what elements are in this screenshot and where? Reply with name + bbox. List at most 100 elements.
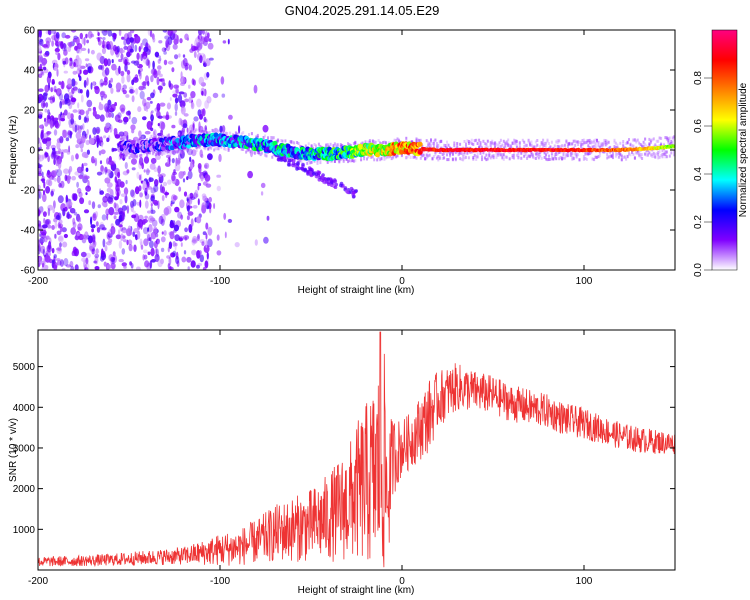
halo-cell — [277, 156, 280, 160]
noise-cell — [42, 44, 48, 48]
noise-cell — [60, 118, 65, 122]
noise-cell — [40, 205, 44, 214]
noise-cell — [63, 109, 68, 116]
noise-cell — [174, 206, 180, 213]
halo-cell — [367, 140, 370, 144]
noise-cell — [199, 114, 203, 120]
branch-cell — [282, 156, 287, 160]
halo-cell — [664, 155, 667, 159]
colorbar-frame — [711, 29, 738, 271]
halo-cell — [421, 154, 424, 158]
halo-cell — [269, 136, 272, 139]
halo-cell — [635, 151, 638, 155]
halo-cell — [527, 140, 530, 144]
noise-cell — [154, 253, 160, 263]
branch-cell — [333, 185, 338, 189]
halo-cell — [507, 143, 510, 147]
noise-cell — [38, 239, 41, 248]
noise-cell — [97, 204, 102, 209]
noise-cell — [194, 189, 199, 198]
noise-cell — [57, 160, 62, 170]
noise-cell — [63, 70, 68, 74]
halo-cell — [572, 139, 575, 143]
noise-cell — [38, 209, 41, 217]
noise-cell — [120, 212, 126, 220]
halo-cell — [325, 143, 328, 147]
halo-cell — [612, 156, 614, 160]
noise-cell — [38, 114, 43, 119]
halo-cell — [498, 153, 501, 157]
halo-cell — [555, 157, 558, 161]
halo-cell — [405, 156, 408, 160]
noise-cell — [142, 218, 148, 224]
noise-cell — [106, 137, 110, 143]
halo-cell — [470, 142, 473, 146]
halo-cell — [498, 144, 501, 148]
halo-cell — [499, 153, 502, 157]
halo-cell — [309, 161, 312, 165]
halo-cell — [485, 153, 488, 157]
colorbar-tick-label: 0.6 — [693, 119, 704, 133]
halo-cell — [507, 138, 510, 142]
spectrogram-y-axis-title: Frequency (Hz) — [8, 116, 19, 185]
y-tick-label: -40 — [21, 226, 36, 237]
noise-cell — [86, 89, 90, 98]
halo-cell — [616, 143, 619, 147]
y-tick-label: 5000 — [13, 362, 36, 373]
noise-cell — [110, 77, 113, 83]
noise-cell — [58, 219, 63, 225]
noise-cell — [53, 117, 59, 121]
colorbar-tick-label: 0.4 — [693, 167, 704, 181]
halo-cell — [467, 156, 470, 160]
noise-cell — [67, 46, 72, 52]
noise-cell — [50, 151, 56, 160]
noise-cell — [103, 30, 109, 33]
noise-cell — [91, 201, 96, 210]
halo-cell — [574, 143, 577, 147]
halo-cell — [162, 134, 165, 138]
halo-cell — [441, 153, 444, 157]
noise-cell — [142, 51, 148, 60]
halo-cell — [182, 149, 185, 153]
halo-cell — [540, 156, 543, 160]
noise-cell — [74, 124, 77, 133]
noise-cell — [59, 259, 64, 267]
noise-cell — [176, 157, 181, 165]
halo-cell — [425, 153, 428, 157]
halo-cell — [475, 158, 478, 161]
halo-cell — [160, 135, 163, 138]
noise-cell — [83, 175, 90, 180]
halo-cell — [651, 152, 654, 156]
noise-cell — [108, 110, 113, 115]
noise-cell — [38, 93, 44, 102]
halo-cell — [585, 139, 588, 143]
noise-cell — [202, 231, 207, 236]
noise-cell — [65, 264, 72, 268]
halo-cell — [658, 155, 661, 159]
halo-cell — [542, 142, 545, 146]
noise-cell — [127, 31, 132, 40]
halo-cell — [629, 153, 632, 157]
noise-cell — [160, 218, 165, 226]
halo-cell — [614, 151, 617, 155]
noise-cell — [58, 236, 64, 241]
noise-cell — [43, 132, 49, 139]
halo-cell — [485, 158, 488, 162]
halo-cell — [645, 144, 648, 148]
noise-cell — [106, 58, 111, 67]
halo-cell — [575, 155, 578, 159]
y-tick-label: 40 — [24, 66, 36, 77]
noise-cell — [138, 156, 144, 166]
noise-cell — [38, 168, 41, 172]
noise-cell — [113, 33, 117, 40]
halo-cell — [555, 153, 558, 157]
halo-cell — [631, 150, 633, 154]
halo-cell — [582, 157, 585, 161]
halo-cell — [208, 130, 211, 134]
halo-cell — [489, 141, 492, 145]
halo-cell — [530, 143, 533, 147]
halo-cell — [422, 153, 425, 157]
halo-cell — [135, 155, 138, 159]
noise-cell — [59, 136, 64, 144]
halo-cell — [430, 144, 432, 148]
